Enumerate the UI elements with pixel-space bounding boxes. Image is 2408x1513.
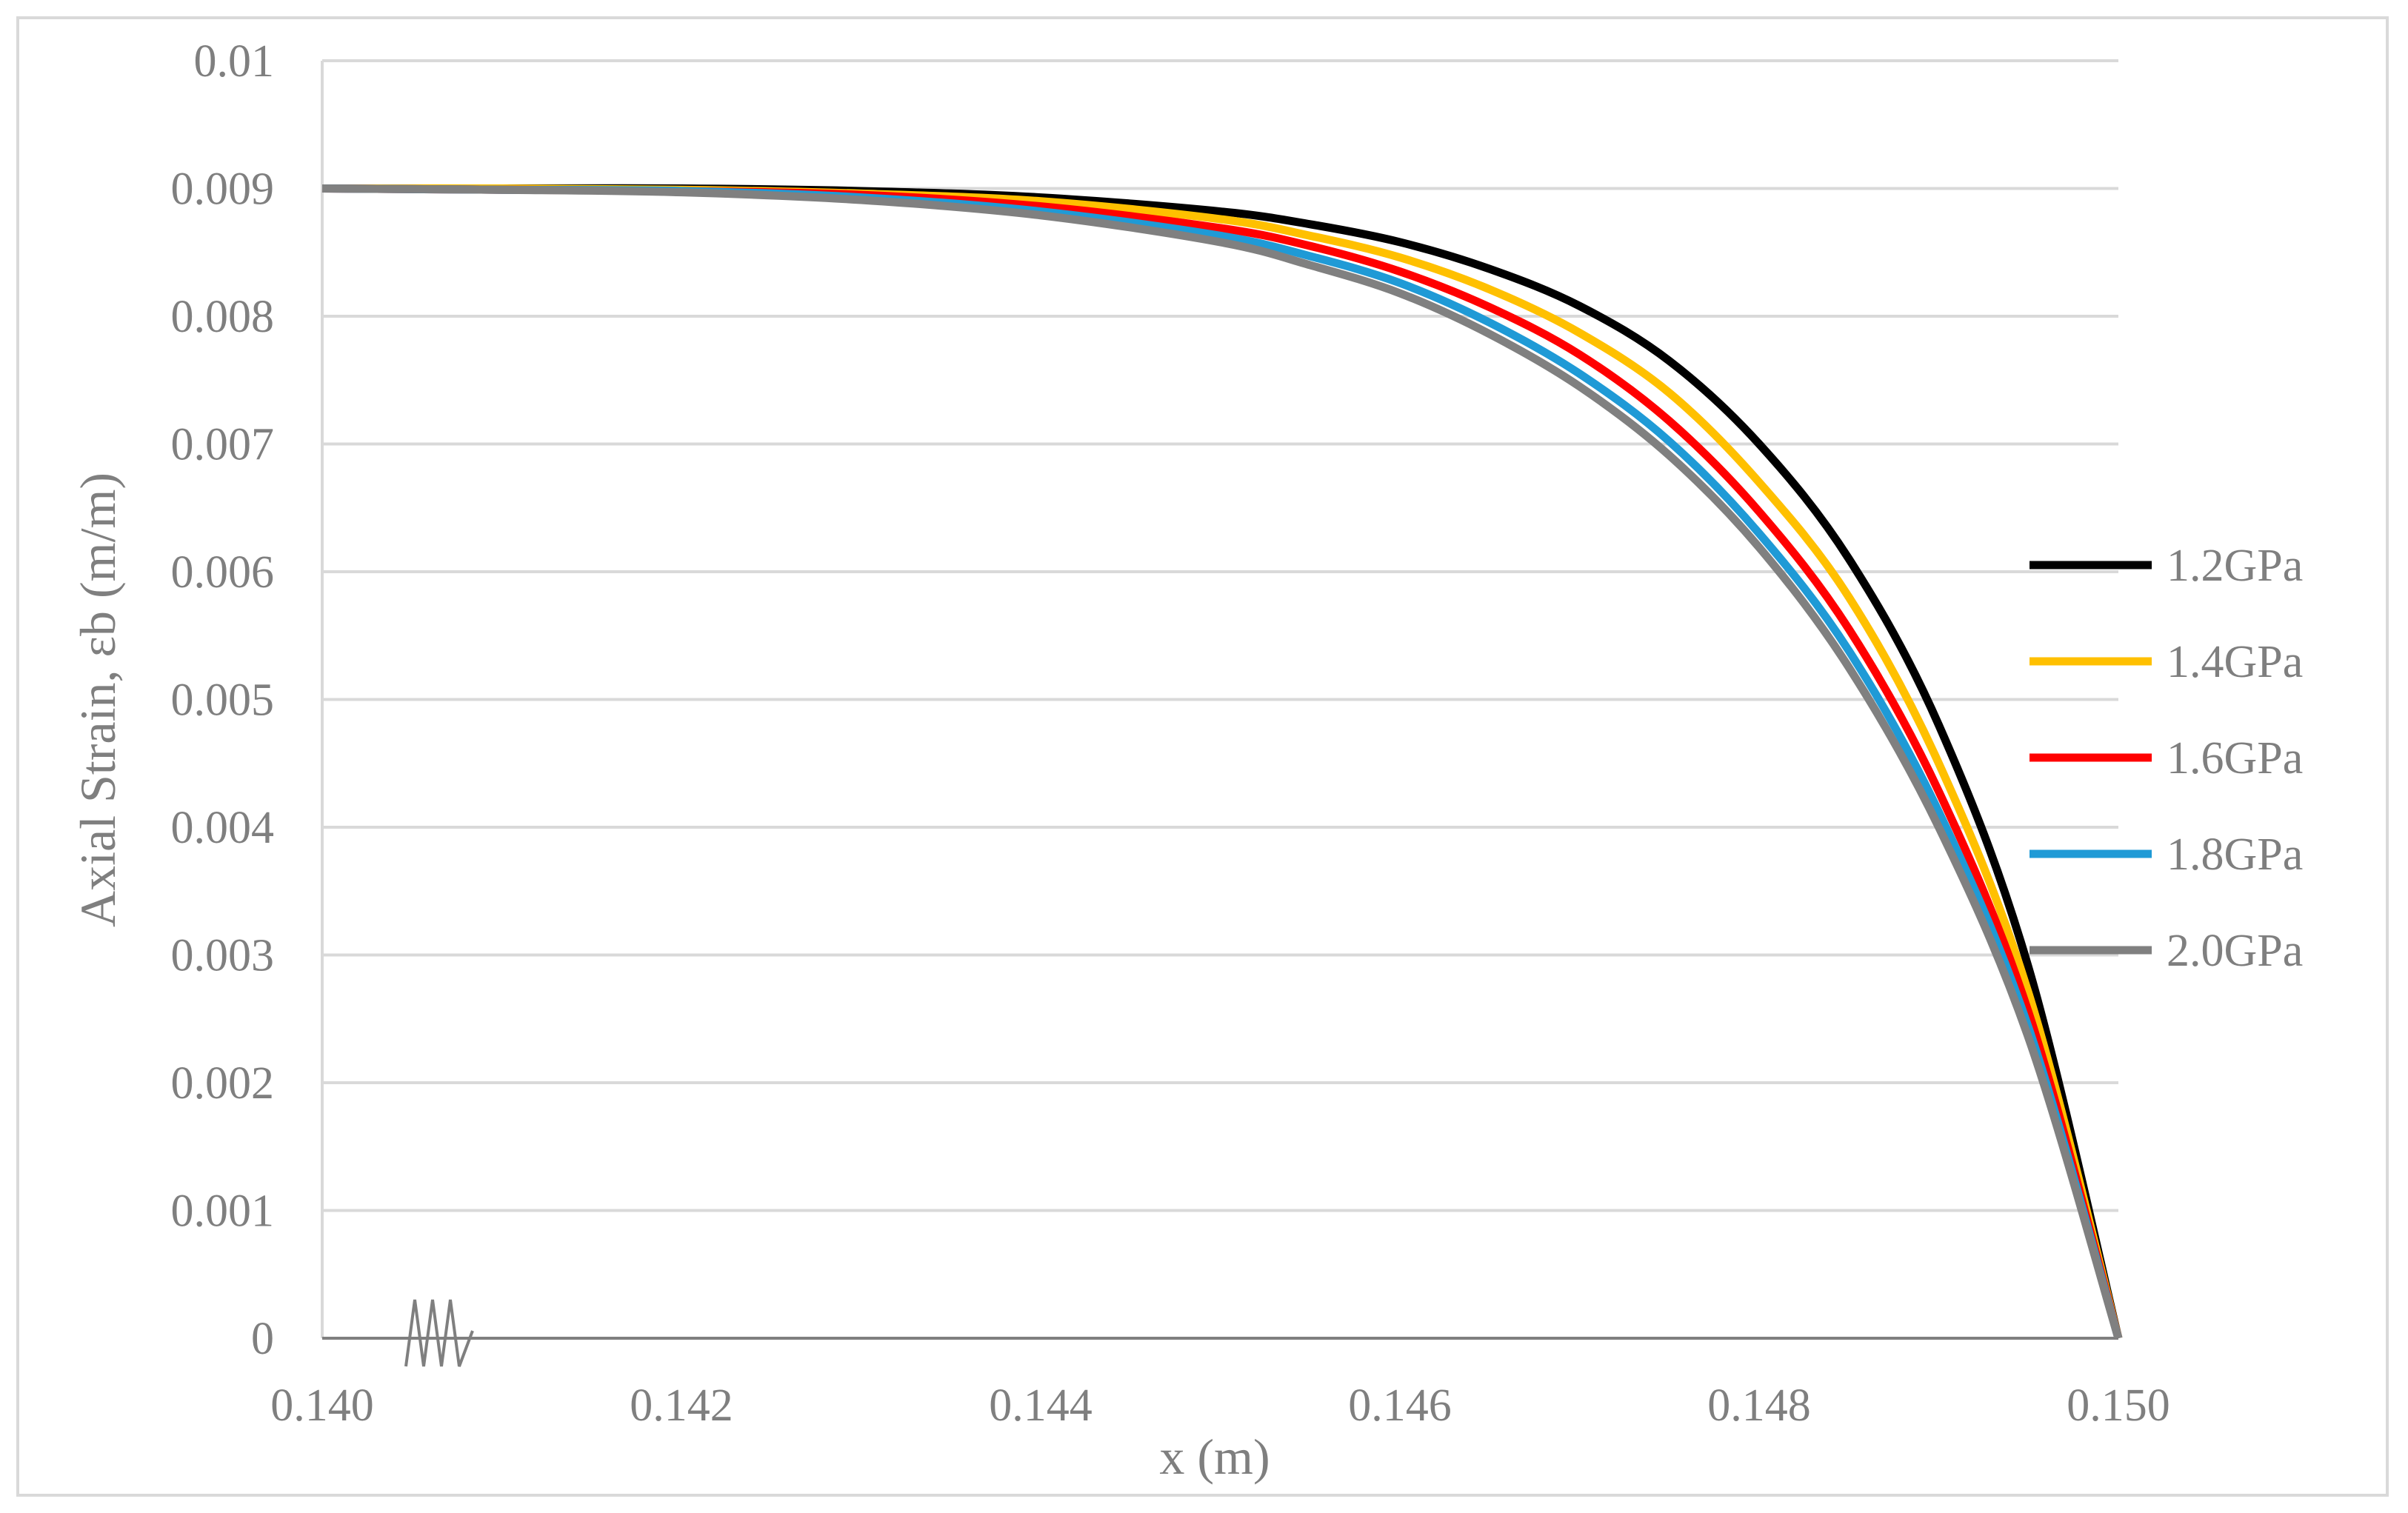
- y-tick-label: 0: [251, 1314, 274, 1364]
- y-tick-labels: 0 0.001 0.002 0.003 0.004 0.005 0.006 0.007 0.00…: [171, 36, 275, 1364]
- series-line-2.0GPa: [321, 184, 2123, 1340]
- legend-label: 1.6GPa: [2167, 733, 2303, 784]
- x-tick-label: 0.144: [989, 1380, 1093, 1431]
- y-tick-label: 0.008: [171, 292, 275, 342]
- series-line-1.6GPa: [321, 184, 2123, 1340]
- x-tick-label: 0.146: [1348, 1380, 1452, 1431]
- y-tick-label: 0.009: [171, 164, 275, 215]
- x-axis-title: x (m): [1159, 1429, 1270, 1485]
- x-tick-label: 0.140: [270, 1380, 374, 1431]
- legend-label: 1.8GPa: [2167, 829, 2303, 880]
- legend-label: 1.2GPa: [2167, 541, 2303, 591]
- chart-frame: [16, 16, 2389, 1497]
- y-tick-label: 0.003: [171, 931, 275, 981]
- x-tick-label: 0.150: [2067, 1380, 2170, 1431]
- series-line-1.2GPa: [321, 184, 2123, 1340]
- legend-label: 2.0GPa: [2167, 926, 2303, 976]
- y-tick-label: 0.005: [171, 675, 275, 726]
- x-axis-break-mark: [404, 1299, 474, 1367]
- x-tick-label: 0.148: [1707, 1380, 1811, 1431]
- series-lines: [321, 184, 2123, 1340]
- x-tick-label: 0.142: [630, 1380, 733, 1431]
- y-tick-label: 0.002: [171, 1058, 275, 1109]
- y-tick-label: 0.006: [171, 547, 275, 598]
- series-line-1.4GPa: [321, 184, 2123, 1340]
- y-tick-label: 0.004: [171, 803, 275, 853]
- y-tick-label: 0.007: [171, 420, 275, 470]
- legend: 1.2GPa 1.4GPa 1.6GPa 1.8GPa 2.0GPa: [2030, 541, 2303, 976]
- y-tick-label: 0.001: [171, 1186, 275, 1237]
- y-axis-title: Axial Strain, εb (m/m): [70, 472, 126, 927]
- series-line-1.8GPa: [321, 184, 2123, 1340]
- legend-label: 1.4GPa: [2167, 637, 2303, 687]
- x-tick-labels: 0.140 0.142 0.144 0.146 0.148 0.150: [270, 1380, 2170, 1431]
- y-tick-label: 0.01: [194, 36, 275, 87]
